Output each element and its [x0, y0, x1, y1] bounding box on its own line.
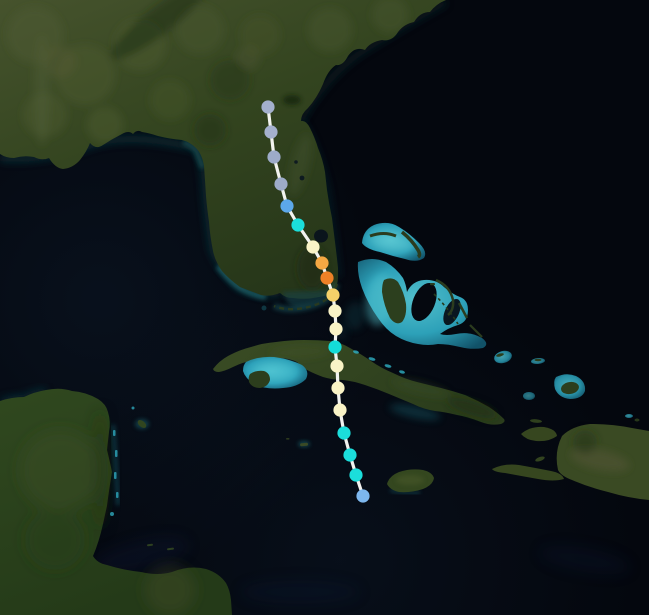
- cayman-islands: [286, 438, 310, 447]
- grand-bahama-island: [369, 232, 397, 238]
- island-jamaica: [387, 469, 434, 496]
- tongue-of-the-ocean: [411, 283, 437, 321]
- track-point-2-tropical_storm: [349, 468, 363, 482]
- track-point-16-tropical_depression: [280, 199, 294, 213]
- track-point-18-post_tropical: [267, 150, 281, 164]
- crooked-island: [496, 353, 504, 357]
- yucatan-peninsula: [0, 388, 232, 615]
- eleuthera-island: [435, 278, 455, 316]
- track-point-5-category_1: [333, 403, 347, 417]
- exuma-cays: [433, 293, 459, 325]
- island-hispaniola: [492, 419, 649, 500]
- gonave-island: [535, 456, 545, 462]
- turks-bank: [625, 414, 633, 418]
- hispaniola-texture: [570, 430, 630, 472]
- track-point-12-category_4: [320, 271, 334, 285]
- dry-tortugas: [261, 305, 267, 311]
- new-providence-island: [430, 283, 435, 286]
- track-point-14-category_1: [306, 240, 320, 254]
- haiti-south-peninsula: [492, 464, 564, 481]
- mayaguana-island: [534, 358, 542, 362]
- cuba-texture: [270, 345, 497, 419]
- tortuga-island: [530, 419, 542, 423]
- jamaica-interior: [396, 475, 424, 485]
- track-point-9-category_1: [329, 322, 343, 336]
- crooked-island-bank: [494, 350, 512, 364]
- haiti-north-peninsula: [521, 426, 557, 442]
- storm-track: [261, 100, 370, 503]
- track-point-19-post_tropical: [264, 125, 278, 139]
- small-lake: [299, 175, 305, 181]
- bahamas-small-cays: [494, 350, 640, 422]
- little-cayman: [286, 438, 290, 440]
- track-point-10-category_1: [328, 304, 342, 318]
- track-point-15-tropical_storm: [291, 218, 305, 232]
- little-inagua-bank: [523, 392, 535, 400]
- lake-okeechobee: [314, 229, 328, 243]
- track-point-20-post_tropical: [261, 100, 275, 114]
- us-terrain-texture: [7, 0, 408, 290]
- track-point-4-tropical_storm: [337, 426, 351, 440]
- landmass-southeast-us: [0, 0, 446, 299]
- track-point-13-category_3: [315, 256, 329, 270]
- track-point-11-category_2: [326, 288, 340, 302]
- cuba-mainland: [213, 340, 505, 425]
- cuba-north-coast-cays: [353, 350, 405, 374]
- florida-bay-shallows: [282, 290, 332, 308]
- track-point-8-tropical_storm: [328, 340, 342, 354]
- long-island-bahamas: [469, 324, 483, 338]
- okefenokee-swamp: [283, 95, 301, 105]
- track-point-1-tropical_depression: [356, 489, 370, 503]
- cozumel-island: [137, 420, 147, 428]
- bay-islands: [147, 543, 174, 551]
- cat-island: [457, 302, 469, 319]
- jamaica-shelf: [389, 488, 421, 496]
- track-point-6-category_1: [331, 381, 345, 395]
- grand-cayman: [300, 442, 309, 447]
- track-point-3-tropical_storm: [343, 448, 357, 462]
- great-inagua-island: [561, 381, 579, 395]
- small-lake: [294, 160, 298, 164]
- little-bank-bright: [370, 232, 414, 252]
- yucatan-texture: [20, 410, 195, 615]
- belize-cays: [110, 406, 135, 516]
- track-point-17-post_tropical: [274, 177, 288, 191]
- isla-de-la-juventud: [248, 370, 270, 388]
- andros-island: [382, 278, 407, 324]
- cay-sal-bank: [344, 302, 366, 330]
- abaco-island: [400, 230, 422, 259]
- track-point-7-category_1: [330, 359, 344, 373]
- gardens-of-the-queen-bank: [389, 404, 441, 420]
- bahamas-banks: [357, 222, 640, 422]
- turks-island: [634, 418, 640, 422]
- island-cuba: [213, 340, 505, 425]
